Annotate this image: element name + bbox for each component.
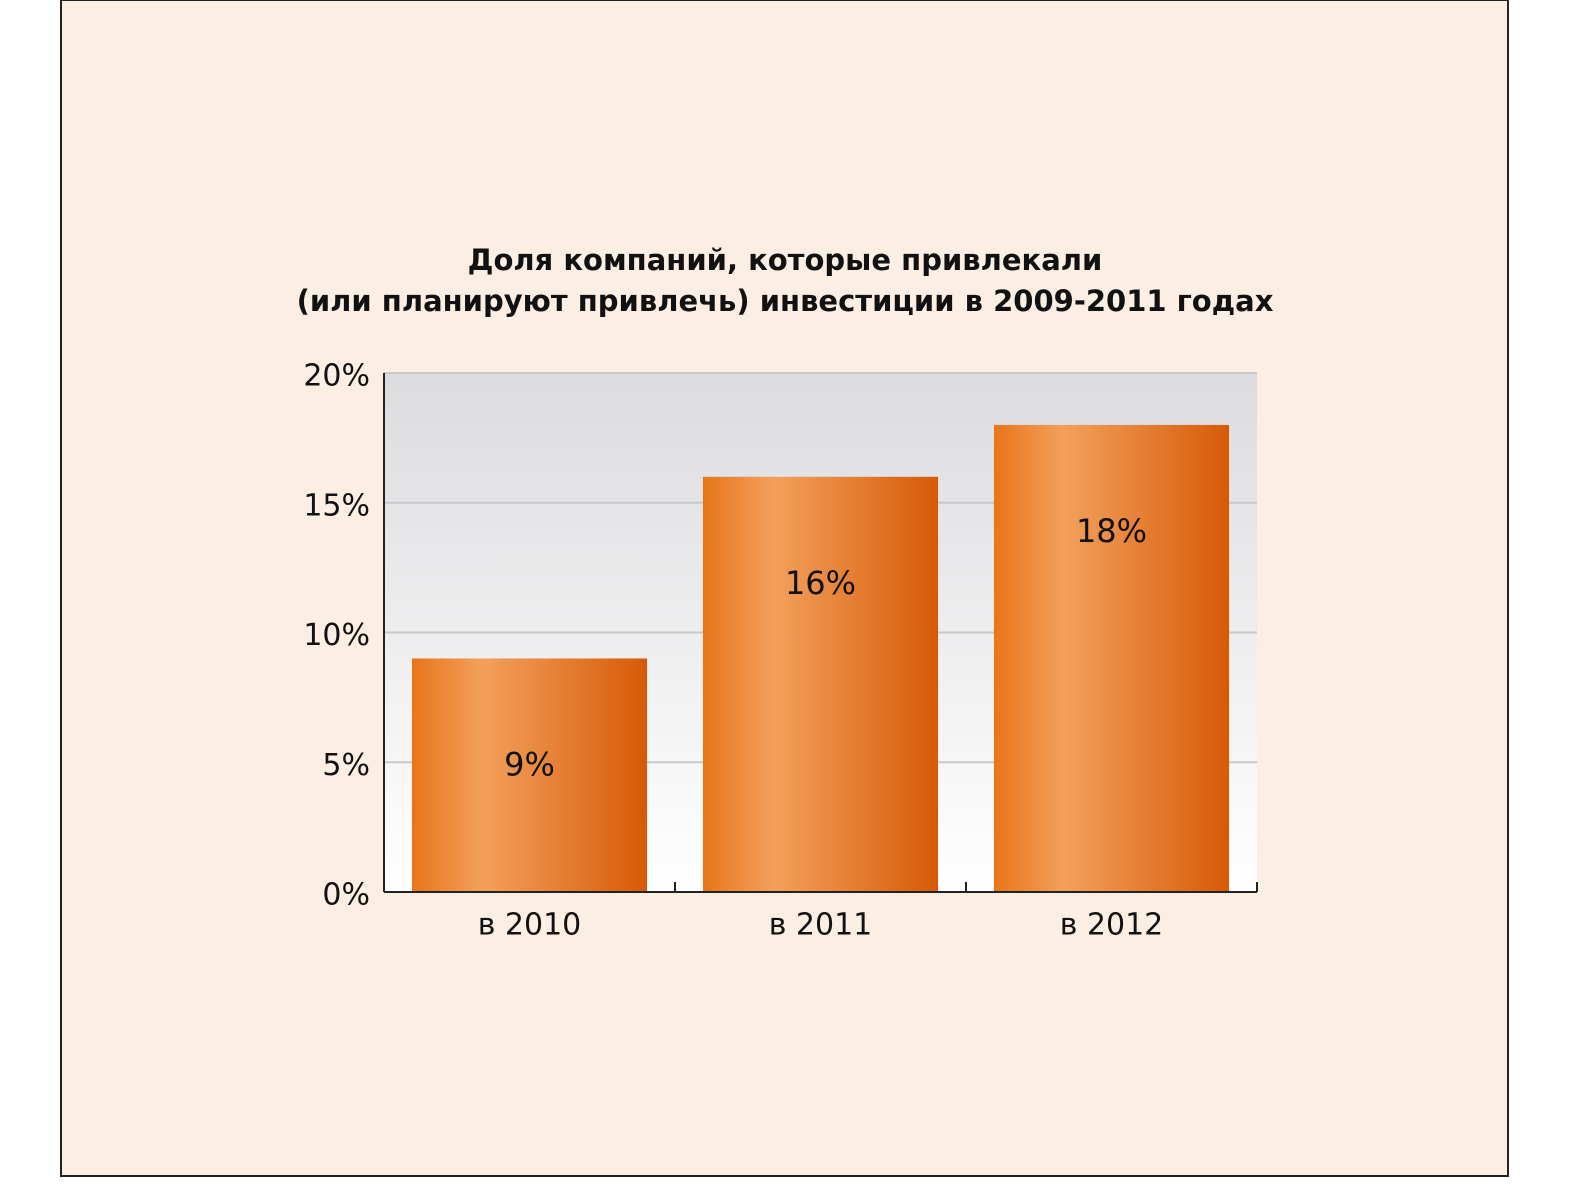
chart-title: (или планируют привлечь) инвестиции в 20… [297, 284, 1274, 318]
x-tick-label: в 2011 [769, 908, 873, 943]
value-label: 9% [504, 745, 555, 783]
x-tick-label: в 2012 [1060, 908, 1164, 943]
chart-title: Доля компаний, которые привлекали [468, 243, 1103, 277]
y-tick-label: 5% [322, 748, 370, 783]
y-tick-label: 20% [303, 359, 370, 394]
bar [411, 658, 648, 892]
y-tick-label: 0% [322, 878, 370, 913]
y-tick-label: 15% [303, 488, 370, 523]
value-label: 16% [785, 564, 856, 602]
y-tick-label: 10% [303, 618, 370, 653]
x-tick-label: в 2010 [478, 908, 582, 943]
bar [702, 476, 939, 892]
bar [993, 424, 1230, 892]
value-label: 18% [1076, 512, 1147, 550]
